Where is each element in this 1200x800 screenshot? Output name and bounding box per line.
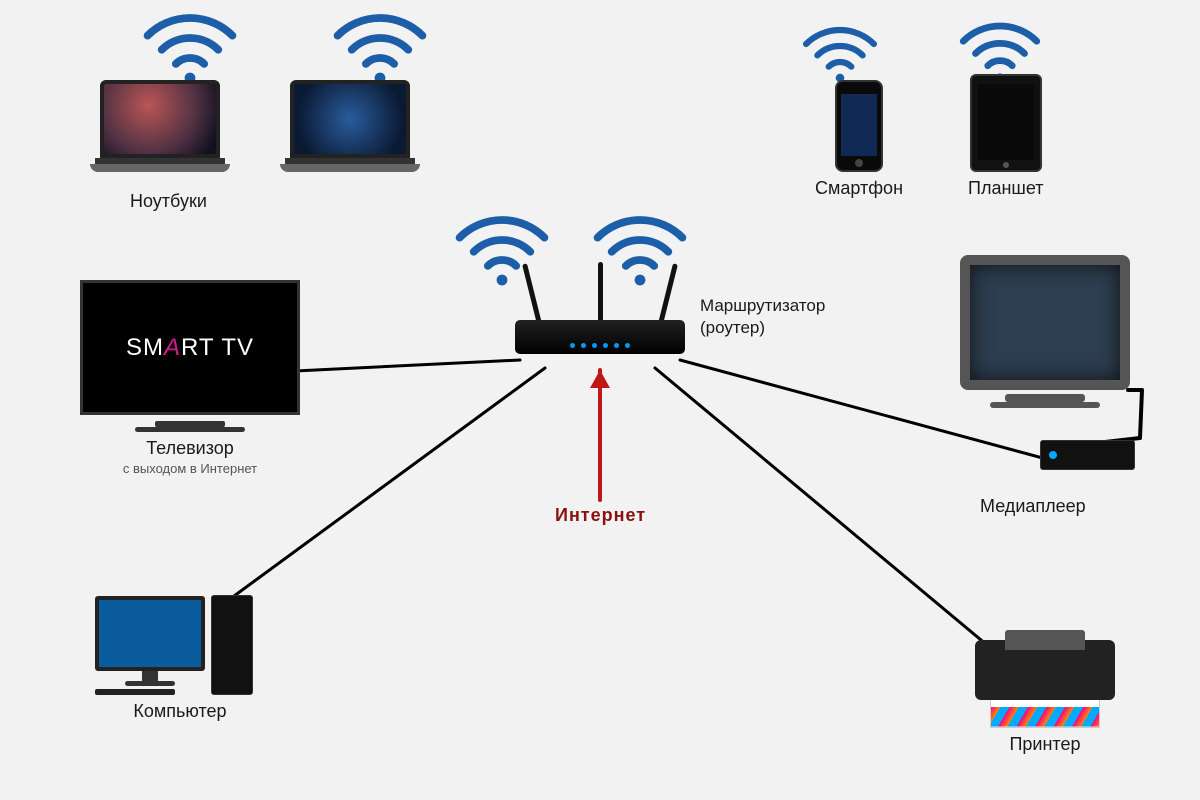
smart-tv: SMART TV Телевизор с выходом в Интернет bbox=[80, 280, 300, 476]
laptop-icon bbox=[280, 80, 420, 172]
smartphone: Смартфон bbox=[815, 80, 903, 199]
laptop-2 bbox=[280, 80, 420, 172]
tv-label: Телевизор bbox=[146, 438, 234, 459]
laptop-icon bbox=[90, 80, 230, 172]
phone-icon bbox=[835, 80, 883, 172]
internet-label: Интернет bbox=[555, 505, 646, 526]
tv-icon: SMART TV bbox=[80, 280, 300, 432]
router-device bbox=[515, 320, 685, 354]
tv-sublabel: с выходом в Интернет bbox=[123, 461, 257, 476]
tablet-label: Планшет bbox=[968, 178, 1044, 199]
router-icon bbox=[515, 320, 685, 354]
media-player bbox=[1040, 440, 1135, 470]
tablet: Планшет bbox=[968, 74, 1044, 199]
mediaplayer-label: Медиаплеер bbox=[980, 496, 1086, 517]
printer-icon bbox=[975, 640, 1115, 728]
router-label: Маршрутизатор (роутер) bbox=[700, 295, 825, 339]
laptops-label: Ноутбуки bbox=[130, 191, 207, 212]
smarttv-logo: SMART TV bbox=[126, 334, 254, 362]
crt-icon bbox=[960, 255, 1130, 408]
mediabox-icon bbox=[1040, 440, 1135, 470]
desktop-computer: Компьютер bbox=[95, 595, 265, 722]
pc-icon bbox=[95, 595, 265, 695]
printer: Принтер bbox=[975, 640, 1115, 755]
laptop-1 bbox=[90, 80, 230, 172]
crt-tv bbox=[960, 255, 1130, 408]
tablet-icon bbox=[970, 74, 1042, 172]
smartphone-label: Смартфон bbox=[815, 178, 903, 199]
printer-label: Принтер bbox=[1009, 734, 1080, 755]
pc-label: Компьютер bbox=[133, 701, 226, 722]
